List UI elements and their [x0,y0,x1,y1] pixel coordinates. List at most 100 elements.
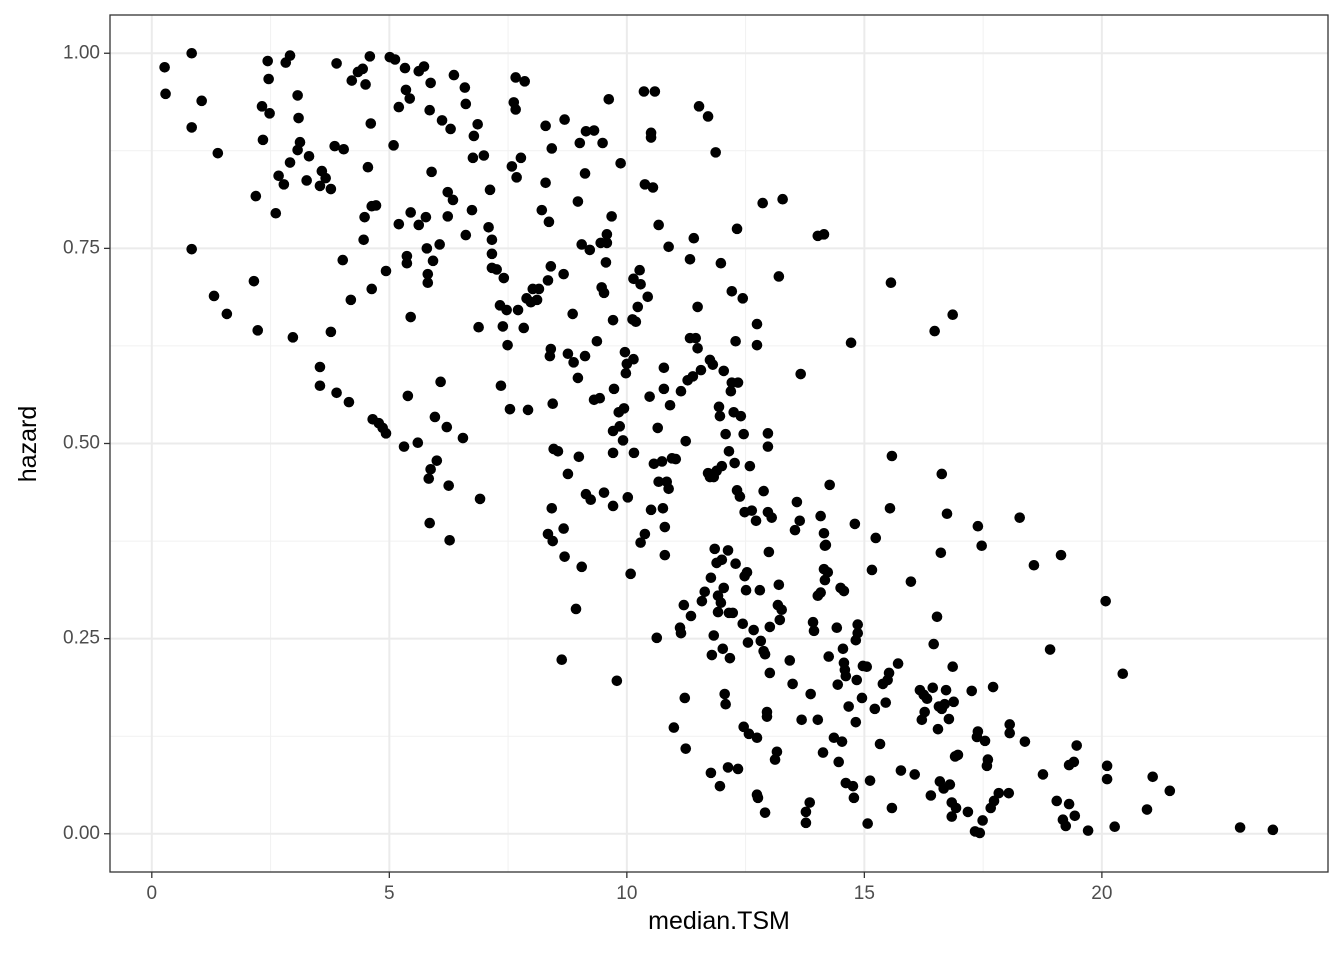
point [866,564,878,576]
point [976,540,987,552]
point [679,692,691,704]
point [928,638,940,650]
point [425,463,436,475]
point [695,364,707,376]
point [467,152,479,164]
point [270,207,282,219]
point [424,517,436,529]
point [712,606,724,618]
point [478,150,490,161]
point [401,257,413,269]
point [730,558,741,569]
point [572,196,584,207]
point [719,688,731,700]
point [597,137,608,149]
point [540,177,551,189]
point [620,367,632,379]
point [737,618,749,630]
point [442,211,454,222]
point [448,69,460,81]
point [722,762,734,773]
point [572,372,584,384]
x-tick-label: 15 [854,883,875,904]
y-tick-label: 0.50 [63,433,100,454]
point [800,806,812,818]
y-axis-title: hazard [14,406,42,482]
x-tick-label: 5 [384,883,395,904]
point [292,90,303,101]
point [687,371,699,382]
point [1101,773,1113,785]
point [837,643,849,655]
point [856,692,868,704]
point [805,688,816,700]
point [771,746,783,758]
point [668,722,680,733]
point [751,339,763,351]
point [634,264,645,276]
point [1063,798,1075,810]
point [531,294,543,306]
point [927,682,939,694]
point [562,468,574,480]
point [706,649,718,661]
point [273,170,284,182]
point [822,566,834,578]
point [186,243,198,255]
point [714,410,726,422]
point [325,326,337,338]
point [644,391,655,402]
point [664,399,676,411]
point [567,308,578,320]
x-tick-label: 10 [616,883,637,904]
point [400,84,412,96]
point [457,432,469,444]
point [570,603,582,615]
point [576,239,588,250]
point [932,723,944,735]
point [702,111,714,122]
point [186,122,198,133]
point [495,380,507,392]
point [424,104,436,116]
point [360,79,371,90]
point [573,451,585,463]
point [606,211,617,222]
point [726,286,738,297]
point [625,568,636,580]
point [389,54,401,65]
point [693,101,705,112]
point [429,411,441,423]
point [460,98,472,110]
point [491,264,502,275]
point [607,314,619,326]
point [708,630,720,641]
point [248,275,260,287]
point [445,123,456,135]
point [635,537,646,548]
point [628,447,640,459]
point [639,179,651,190]
point [607,500,619,512]
point [818,229,830,240]
point [615,157,626,169]
point [950,802,962,814]
point [659,549,671,561]
point [1028,559,1040,571]
point [399,62,411,74]
point [751,318,763,330]
point [562,348,574,360]
point [159,61,170,73]
point [598,487,610,498]
point [939,698,950,710]
point [845,337,857,349]
point [836,736,848,747]
point [742,637,754,648]
point [642,291,654,303]
point [850,716,862,728]
point [972,726,984,737]
point [653,219,664,231]
y-tick-label: 1.00 [63,42,100,63]
point [543,216,555,228]
